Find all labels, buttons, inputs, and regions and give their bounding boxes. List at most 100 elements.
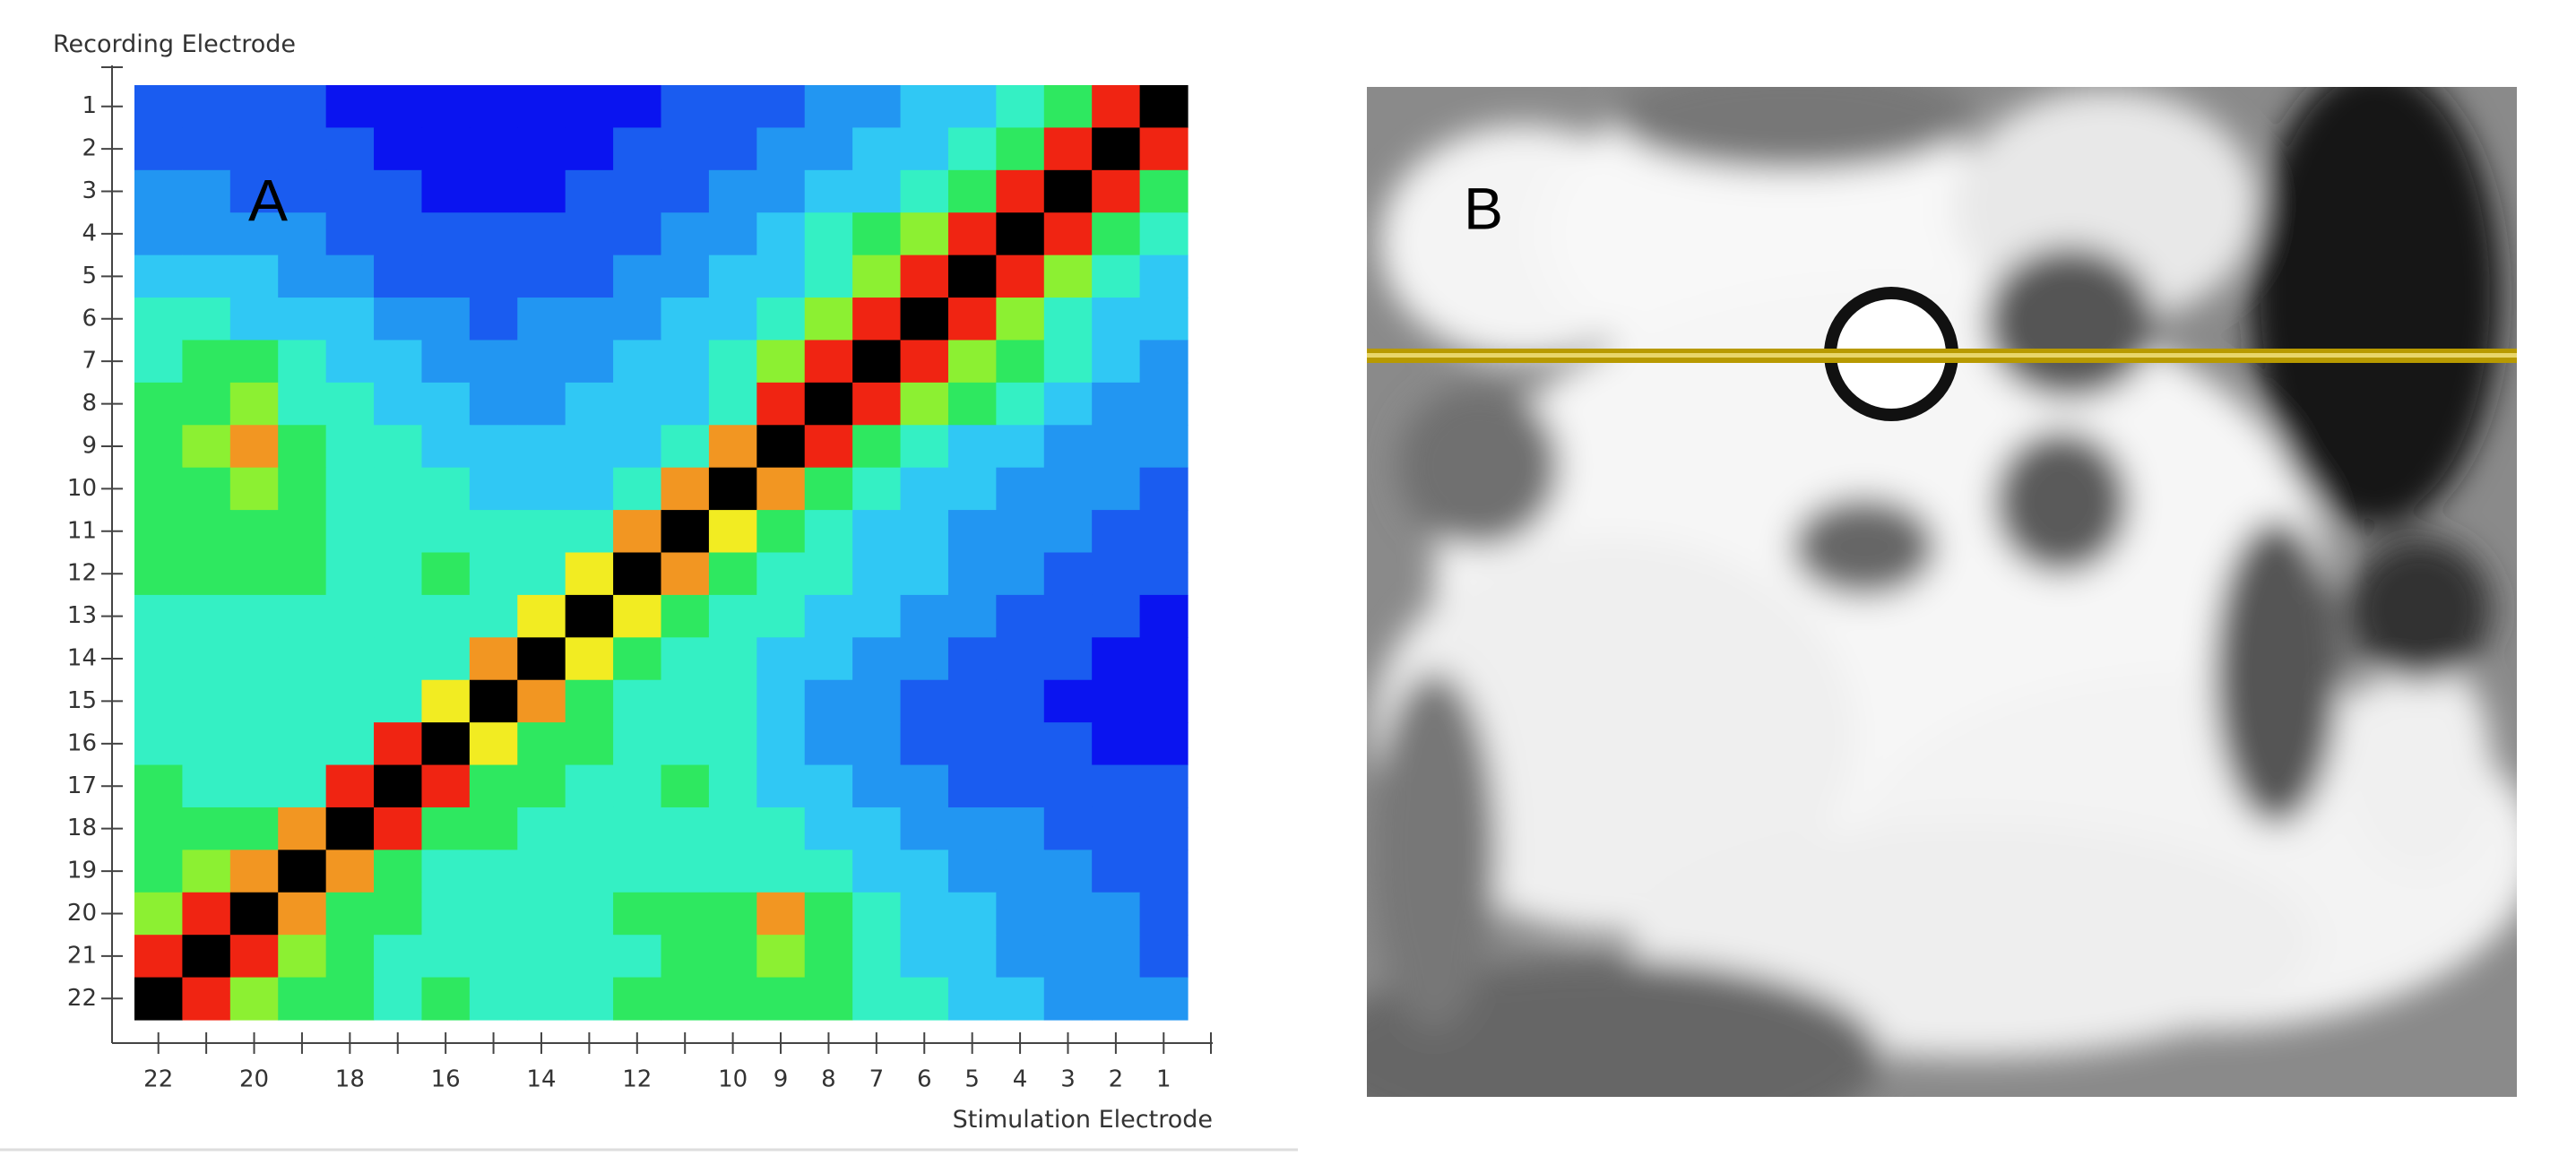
heatmap-cell (565, 892, 614, 936)
heatmap-cell (182, 552, 231, 596)
heatmap-cell (708, 807, 757, 850)
heatmap-cell (852, 637, 902, 681)
heatmap-cell (182, 892, 231, 936)
heatmap-cell (182, 298, 231, 341)
heatmap-cell (565, 637, 614, 681)
heatmap-cell (134, 510, 184, 554)
heatmap-cell (134, 127, 184, 171)
heatmap-cell (229, 850, 279, 893)
heatmap-cell (1043, 212, 1093, 256)
heatmap-cell (229, 892, 279, 936)
heatmap-cell (469, 637, 518, 681)
heatmap-cell (229, 425, 279, 469)
heatmap-cell (517, 764, 566, 808)
heatmap-cell (900, 722, 949, 766)
heatmap-cell (1043, 935, 1093, 979)
heatmap-cell (900, 679, 949, 723)
heatmap-cell (708, 679, 757, 723)
heatmap-cell (469, 85, 518, 129)
heatmap-cell (996, 382, 1045, 426)
x-tick-label: 4 (1013, 1066, 1028, 1093)
heatmap-cell (565, 340, 614, 384)
y-tick-label: 22 (67, 985, 97, 1012)
heatmap-cell (1139, 679, 1189, 723)
heatmap-cell (852, 340, 902, 384)
heatmap-cell (278, 425, 327, 469)
heatmap-cell (182, 382, 231, 426)
heatmap-cell (900, 254, 949, 298)
heatmap-cell (1043, 594, 1093, 638)
heatmap-cell (182, 807, 231, 850)
x-tick-label: 20 (239, 1066, 269, 1093)
heatmap-cell (517, 679, 566, 723)
x-tick-label: 14 (526, 1066, 556, 1093)
heatmap-cell (374, 594, 423, 638)
heatmap-cell (421, 594, 471, 638)
heatmap-cell (565, 382, 614, 426)
y-tick-label: 10 (67, 475, 97, 502)
heatmap-cell (900, 425, 949, 469)
heatmap-cell (325, 340, 375, 384)
heatmap-cell (996, 425, 1045, 469)
heatmap-cell (900, 552, 949, 596)
heatmap-cell (661, 85, 710, 129)
y-tick-label: 2 (82, 135, 97, 162)
heatmap-cell (278, 935, 327, 979)
heatmap-cell (996, 850, 1045, 893)
heatmap-cell (229, 127, 279, 171)
heatmap-cell (900, 212, 949, 256)
heatmap-cell (325, 637, 375, 681)
heatmap-cell (421, 722, 471, 766)
heatmap-cell (229, 552, 279, 596)
heatmap-cell (661, 892, 710, 936)
heatmap-cell (852, 977, 902, 1021)
heatmap-cell (421, 382, 471, 426)
heatmap-cell (134, 169, 184, 213)
heatmap-cell (1139, 254, 1189, 298)
heatmap-cell (708, 850, 757, 893)
heatmap-cell (804, 127, 853, 171)
heatmap-cell (134, 764, 184, 808)
heatmap-cell (852, 594, 902, 638)
y-tick-label: 1 (82, 92, 97, 119)
heatmap-cell (374, 169, 423, 213)
heatmap-cell (1043, 298, 1093, 341)
heatmap-cell (661, 254, 710, 298)
heatmap-cell (1139, 807, 1189, 850)
heatmap-cell (278, 637, 327, 681)
heatmap-cell (996, 807, 1045, 850)
heatmap-cell (229, 935, 279, 979)
heatmap-cell (708, 425, 757, 469)
heatmap-cell (565, 127, 614, 171)
heatmap-cell (229, 169, 279, 213)
heatmap-cell (517, 340, 566, 384)
heatmap-cell (517, 935, 566, 979)
heatmap-cell (613, 679, 662, 723)
heatmap-cell (996, 169, 1045, 213)
heatmap-cell (947, 298, 997, 341)
heatmap-cell (565, 212, 614, 256)
heatmap-cell (325, 298, 375, 341)
heatmap-cell (661, 637, 710, 681)
heatmap-cell (374, 977, 423, 1021)
heatmap-cell (804, 594, 853, 638)
heatmap-cell (374, 807, 423, 850)
heatmap-cell (182, 254, 231, 298)
heatmap-cell (469, 935, 518, 979)
heatmap-cell (134, 298, 184, 341)
heatmap-cell (1043, 340, 1093, 384)
heatmap-cell (1043, 254, 1093, 298)
heatmap-cell (278, 850, 327, 893)
heatmap-cell (708, 212, 757, 256)
heatmap-cell (613, 807, 662, 850)
heatmap-cell (421, 212, 471, 256)
heatmap-cell (756, 552, 806, 596)
heatmap-cell (469, 127, 518, 171)
heatmap-cell (325, 254, 375, 298)
heatmap-cell (278, 552, 327, 596)
heatmap-cell (374, 340, 423, 384)
heatmap-cell (852, 850, 902, 893)
heatmap-cell (1092, 382, 1141, 426)
heatmap-cell (661, 169, 710, 213)
heatmap-cell (947, 552, 997, 596)
